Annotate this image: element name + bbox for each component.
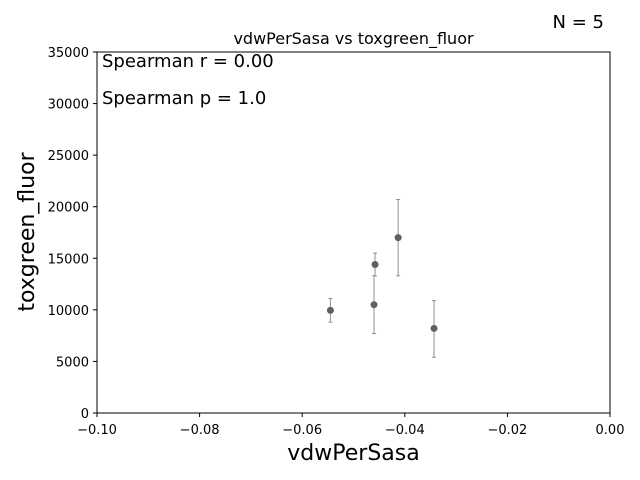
x-tick-label: −0.08 <box>180 423 220 438</box>
x-tick-label: −0.04 <box>385 423 425 438</box>
y-tick-label: 15000 <box>48 252 89 267</box>
x-tick-label: −0.10 <box>77 423 117 438</box>
y-tick-label: 0 <box>81 407 89 422</box>
x-tick-label: −0.06 <box>282 423 322 438</box>
y-tick-label: 30000 <box>48 98 89 113</box>
y-axis-label: toxgreen_fluor <box>15 151 40 311</box>
data-point <box>394 234 402 242</box>
y-tick-label: 20000 <box>48 201 89 216</box>
sample-count-label: N = 5 <box>552 12 604 33</box>
y-tick-label: 10000 <box>48 304 89 319</box>
y-tick-label: 35000 <box>48 46 89 61</box>
x-axis-label: vdwPerSasa <box>287 441 419 466</box>
chart-title: vdwPerSasa vs toxgreen_fluor <box>233 29 474 49</box>
data-point <box>430 324 438 332</box>
y-tick-label: 25000 <box>48 149 89 164</box>
axes-frame <box>96 51 611 414</box>
data-point <box>326 306 334 314</box>
y-tick-label: 5000 <box>56 355 89 370</box>
annotation-text: Spearman r = 0.00 <box>102 51 274 72</box>
x-tick-label: −0.02 <box>487 423 527 438</box>
x-tick-label: 0.00 <box>596 423 625 438</box>
annotation-text: Spearman p = 1.0 <box>102 88 266 109</box>
data-point <box>371 260 379 268</box>
data-point <box>370 301 378 309</box>
